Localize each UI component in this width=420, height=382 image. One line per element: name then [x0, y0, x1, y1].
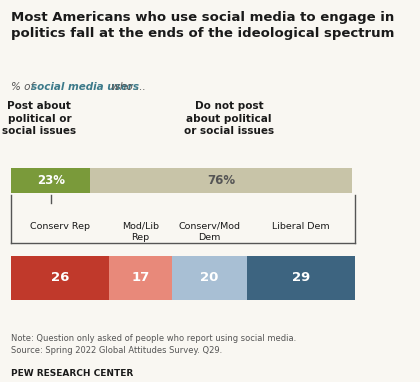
Text: 26: 26 — [51, 271, 69, 285]
Text: % of: % of — [11, 82, 38, 92]
Text: PEW RESEARCH CENTER: PEW RESEARCH CENTER — [11, 369, 134, 378]
Bar — [90, 168, 352, 193]
Text: Post about
political or
social issues: Post about political or social issues — [2, 101, 76, 136]
Text: 29: 29 — [292, 271, 310, 285]
Text: 20: 20 — [200, 271, 219, 285]
Text: Note: Question only asked of people who report using social media.
Source: Sprin: Note: Question only asked of people who … — [11, 334, 297, 355]
Text: 23%: 23% — [37, 174, 65, 187]
Text: Mod/Lib
Rep: Mod/Lib Rep — [122, 222, 159, 242]
Text: Most Americans who use social media to engage in
politics fall at the ends of th: Most Americans who use social media to e… — [11, 11, 395, 40]
Text: Conserv Rep: Conserv Rep — [30, 222, 90, 231]
Text: social media users: social media users — [31, 82, 139, 92]
Text: Liberal Dem: Liberal Dem — [272, 222, 330, 231]
Text: Conserv/Mod
Dem: Conserv/Mod Dem — [178, 222, 241, 242]
Text: 76%: 76% — [207, 174, 235, 187]
Text: Do not post
about political
or social issues: Do not post about political or social is… — [184, 101, 274, 136]
Bar — [11, 168, 90, 193]
Text: 17: 17 — [131, 271, 150, 285]
Text: who ...: who ... — [108, 82, 146, 92]
